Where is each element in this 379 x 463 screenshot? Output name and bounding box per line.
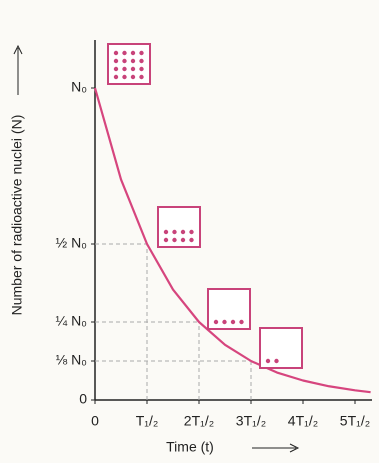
nucleus-dot: [122, 51, 126, 55]
nucleus-dot: [231, 320, 235, 324]
nucleus-dot: [114, 75, 118, 79]
nucleus-dot: [114, 51, 118, 55]
nucleus-dot: [139, 59, 143, 63]
y-tick-label: ½ N₀: [56, 235, 88, 251]
nucleus-dot: [172, 238, 176, 242]
nucleus-dot: [114, 59, 118, 63]
y-tick-label: ⅛ N₀: [56, 352, 88, 368]
nucleus-dot: [131, 59, 135, 63]
x-axis-title: Time (t): [166, 439, 214, 455]
nucleus-dot: [122, 67, 126, 71]
nucleus-dot: [274, 359, 278, 363]
y-tick-label: 0: [79, 391, 87, 407]
nucleus-dot: [122, 59, 126, 63]
nucleus-dot: [266, 359, 270, 363]
nucleus-dot: [181, 238, 185, 242]
x-tick-label: 0: [91, 413, 99, 429]
y-tick-label: N₀: [71, 79, 87, 95]
x-tick-label: 3T₁/₂: [236, 413, 266, 429]
y-title-arrow: [14, 46, 22, 95]
x-tick-label: T₁/₂: [136, 413, 159, 429]
nucleus-dot: [181, 230, 185, 234]
x-tick-label: 4T₁/₂: [288, 413, 318, 429]
nucleus-dot: [172, 230, 176, 234]
x-tick-label: 2T₁/₂: [184, 413, 214, 429]
nucleus-dot: [139, 67, 143, 71]
nucleus-dot: [139, 51, 143, 55]
nucleus-dot: [189, 230, 193, 234]
decay-curve: [95, 88, 371, 392]
nucleus-dot: [131, 67, 135, 71]
x-tick-label: 5T₁/₂: [340, 413, 370, 429]
nucleus-dot: [114, 67, 118, 71]
chart: Number of radioactive nuclei (N) Time (t…: [0, 0, 379, 463]
nucleus-dot: [239, 320, 243, 324]
nucleus-dot: [222, 320, 226, 324]
nucleus-dot: [189, 238, 193, 242]
x-title-arrow: [252, 444, 298, 452]
y-tick-label: ¼ N₀: [56, 313, 88, 329]
nucleus-dot: [131, 51, 135, 55]
y-axis-title: Number of radioactive nuclei (N): [9, 115, 25, 316]
nucleus-dot: [164, 238, 168, 242]
nucleus-dot: [139, 75, 143, 79]
nucleus-dot: [122, 75, 126, 79]
nucleus-dot: [214, 320, 218, 324]
nucleus-dot: [164, 230, 168, 234]
nucleus-dot: [131, 75, 135, 79]
